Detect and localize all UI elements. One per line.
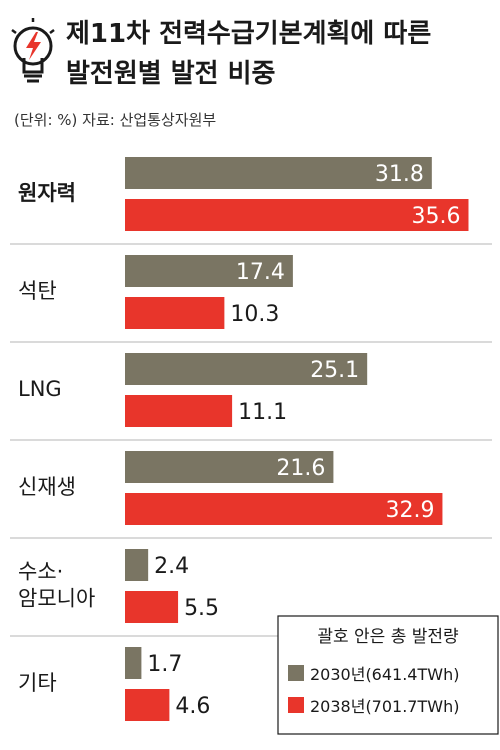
chart-title-line1: 제11차 전력수급기본계획에 따른 [66,19,431,49]
data-label: 4.6 [175,694,210,719]
legend-swatch-2030 [288,665,304,681]
bar-2038 [125,199,469,231]
category-label: LNG [18,377,62,401]
category-label: 기타 [18,671,57,695]
data-label: 10.3 [230,302,279,327]
data-label: 21.6 [276,456,325,481]
data-label: 31.8 [375,162,424,187]
bar-2030 [125,647,142,679]
bars-group: 31.8 35.6 17.4 10.3 25.1 11.1 21.6 32.9 2.4 5.5 1.… [125,157,469,721]
bar-2030 [125,353,368,385]
legend: 괄호 안은 총 발전량 2030년(641.4TWh) 2038년(701.7T… [277,615,499,735]
bar-2030 [125,549,149,581]
lightbulb-bolt-icon [11,18,55,83]
data-label: 17.4 [236,260,285,285]
chart-title-line2: 발전원별 발전 비중 [66,59,275,89]
data-label: 2.4 [154,554,189,579]
bar-2038 [125,395,233,427]
source-note: (단위: %) 자료: 산업통상자원부 [14,111,216,129]
category-label: 원자력 [18,181,76,205]
legend-item-2038: 2038년(701.7TWh) [310,697,459,716]
legend-title: 괄호 안은 총 발전량 [317,627,459,647]
bar-2030 [125,451,334,483]
data-label: 32.9 [385,498,434,523]
category-label: 수소· [18,560,63,584]
category-label: 신재생 [18,475,76,499]
legend-swatch-2038 [288,697,304,713]
category-label: 암모니아 [18,587,95,611]
data-label: 11.1 [238,400,287,425]
data-label: 25.1 [310,358,359,383]
legend-item-2030: 2030년(641.4TWh) [310,665,459,684]
bar-2030 [125,255,293,287]
data-label: 35.6 [412,204,461,229]
bar-2030 [125,157,432,189]
bar-2038 [125,493,443,525]
data-label: 5.5 [184,596,219,621]
bar-2038 [125,689,170,721]
legend-box [277,615,499,735]
bar-2038 [125,297,225,329]
bar-2038 [125,591,179,623]
category-label: 석탄 [18,279,57,303]
data-label: 1.7 [147,652,182,677]
